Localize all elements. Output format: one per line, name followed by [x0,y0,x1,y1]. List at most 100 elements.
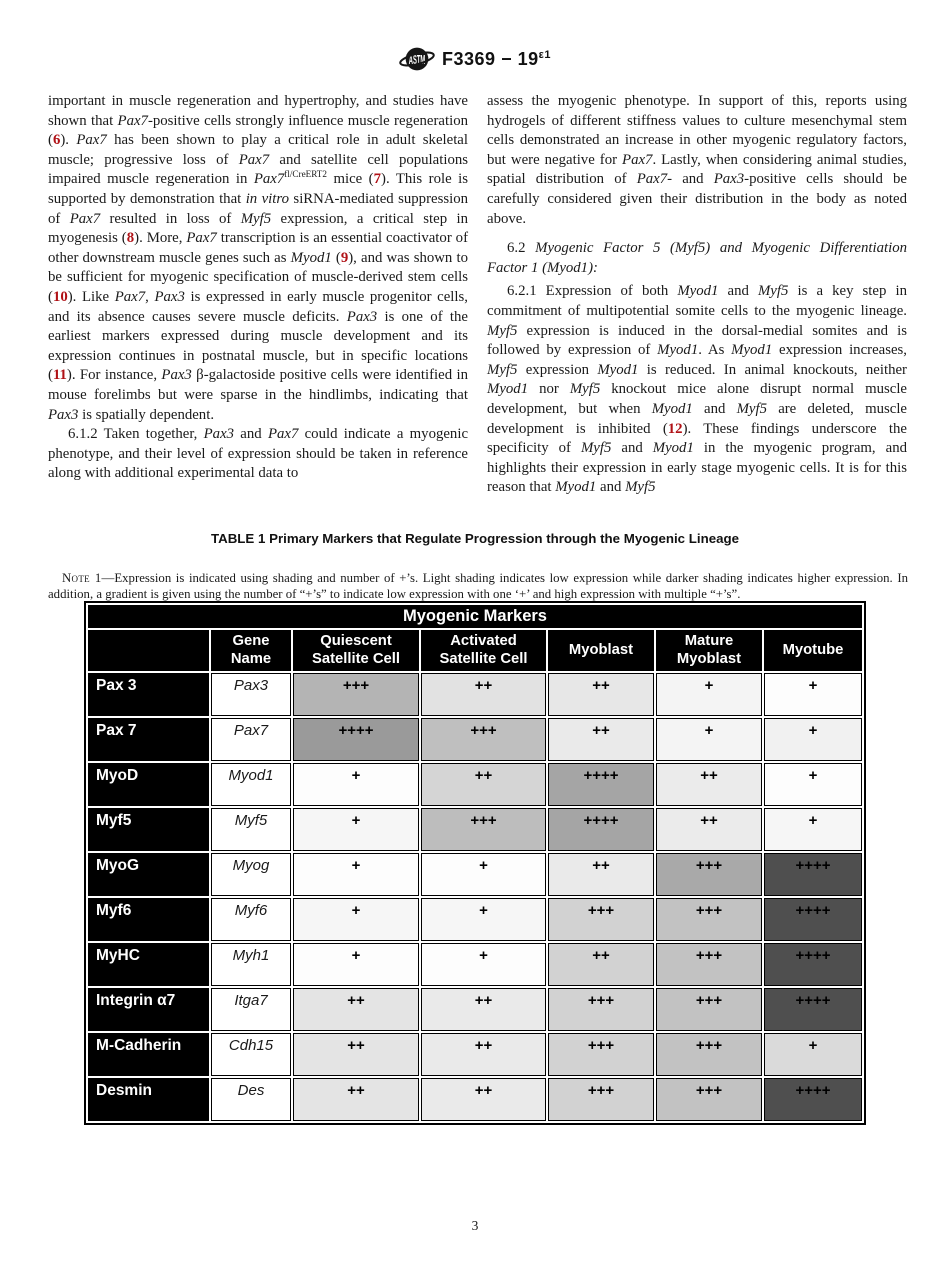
doc-code-superscript: ε1 [538,48,551,61]
expression-level-cell: + [293,897,419,941]
gene-name-cell: Myf5 [211,807,291,851]
table-title: Myogenic Markers [88,605,862,628]
note-label: Note 1 [62,570,102,585]
expression-level-cell: + [293,762,419,806]
expression-level-cell: ++ [421,1077,546,1121]
expression-level-cell: + [656,672,762,716]
myogenic-markers-table: Myogenic Markers Gene Name Quiescent Sate… [84,601,866,1125]
article-body: important in muscle regeneration and hyp… [48,92,908,498]
expression-level-cell: ++ [548,852,654,896]
marker-name-cell: Myf5 [88,807,209,851]
gene-name-cell: Itga7 [211,987,291,1031]
column-header: Quiescent Satellite Cell [293,630,419,671]
paragraph: 6.2.1 Expression of both Myod1 and Myf5 … [487,283,907,496]
expression-level-cell: ++++ [764,987,862,1031]
expression-level-cell: ++++ [548,762,654,806]
column-header: Myotube [764,630,862,671]
table-row: MyoG Myog + + ++ +++ ++++ [88,852,862,896]
reference-number: 11 [52,367,67,384]
table-row: Pax 3 Pax3 +++ ++ ++ + + [88,672,862,716]
table-title-row: Myogenic Markers [88,605,862,628]
expression-level-cell: ++ [548,942,654,986]
document-header: ASTM F3369 − 19ε1 [0,44,950,74]
expression-level-cell: + [293,807,419,851]
gene-name-cell: Pax7 [211,717,291,761]
expression-level-cell: ++++ [764,897,862,941]
expression-level-cell: +++ [548,897,654,941]
table-row: M-Cadherin Cdh15 ++ ++ +++ +++ + [88,1032,862,1076]
expression-level-cell: ++++ [764,852,862,896]
table-header-row: Gene Name Quiescent Satellite Cell Activat… [88,630,862,671]
expression-level-cell: ++++ [548,807,654,851]
table-row: Desmin Des ++ ++ +++ +++ ++++ [88,1077,862,1121]
expression-level-cell: +++ [656,942,762,986]
table-row: Myf6 Myf6 + + +++ +++ ++++ [88,897,862,941]
expression-level-cell: + [293,852,419,896]
expression-level-cell: +++ [293,672,419,716]
expression-level-cell: ++ [548,717,654,761]
expression-level-cell: ++ [293,1032,419,1076]
expression-level-cell: + [421,942,546,986]
expression-level-cell: +++ [548,1032,654,1076]
expression-level-cell: ++ [421,987,546,1031]
marker-name-cell: Pax 7 [88,717,209,761]
expression-level-cell: ++ [293,987,419,1031]
reference-number: 6 [52,132,61,149]
expression-level-cell: ++ [548,672,654,716]
table-row: MyHC Myh1 + + ++ +++ ++++ [88,942,862,986]
expression-level-cell: + [656,717,762,761]
expression-level-cell: +++ [421,717,546,761]
marker-name-cell: Myf6 [88,897,209,941]
expression-level-cell: ++ [656,807,762,851]
expression-level-cell: ++++ [293,717,419,761]
expression-level-cell: +++ [656,1077,762,1121]
paragraph: assess the myogenic phenotype. In suppor… [487,93,908,227]
column-header: Activated Satellite Cell [421,630,546,671]
gene-name-cell: Myh1 [211,942,291,986]
gene-name-cell: Cdh15 [211,1032,291,1076]
expression-level-cell: + [764,807,862,851]
table-row: Myf5 Myf5 + +++ ++++ ++ + [88,807,862,851]
gene-name-cell: Pax3 [211,672,291,716]
expression-level-cell: +++ [548,1077,654,1121]
reference-number: 10 [52,288,68,305]
marker-name-cell: Integrin α7 [88,987,209,1031]
left-column: important in muscle regeneration and hyp… [48,92,468,498]
table-corner-cell [88,630,209,671]
page-number: 3 [471,1218,479,1233]
table-note: Note 1—Expression is indicated using sha… [48,570,908,603]
reference-number: 9 [340,249,349,266]
marker-name-cell: MyoD [88,762,209,806]
reference-number: 12 [667,420,683,437]
expression-level-cell: +++ [548,987,654,1031]
expression-level-cell: + [421,897,546,941]
expression-level-cell: ++ [421,1032,546,1076]
gene-name-cell: Myf6 [211,897,291,941]
section-heading: 6.2 Myogenic Factor 5 (Myf5) and Myogeni… [487,240,908,276]
column-header: Mature Myoblast [656,630,762,671]
expression-level-cell: + [293,942,419,986]
table-row: Pax 7 Pax7 ++++ +++ ++ + + [88,717,862,761]
table-body: Pax 3 Pax3 +++ ++ ++ + + Pax 7 Pax7 ++++ +++ ++ + + My… [88,672,862,1121]
expression-level-cell: + [764,717,862,761]
expression-level-cell: +++ [656,987,762,1031]
expression-level-cell: + [764,1032,862,1076]
column-header: Myoblast [548,630,654,671]
table-row: MyoD Myod1 + ++ ++++ ++ + [88,762,862,806]
expression-level-cell: + [421,852,546,896]
right-column: assess the myogenic phenotype. In suppor… [487,92,907,498]
astm-logo-icon: ASTM [399,44,435,74]
marker-name-cell: MyHC [88,942,209,986]
expression-level-cell: +++ [656,1032,762,1076]
expression-level-cell: +++ [656,852,762,896]
table-caption: TABLE 1 Primary Markers that Regulate Pr… [210,531,740,546]
gene-name-cell: Des [211,1077,291,1121]
marker-name-cell: M-Cadherin [88,1032,209,1076]
document-number: F3369 − 19ε1 [442,49,551,70]
expression-level-cell: +++ [421,807,546,851]
reference-number: 7 [373,171,382,188]
table-row: Integrin α7 Itga7 ++ ++ +++ +++ ++++ [88,987,862,1031]
reference-number: 8 [126,230,135,247]
expression-level-cell: ++ [293,1077,419,1121]
